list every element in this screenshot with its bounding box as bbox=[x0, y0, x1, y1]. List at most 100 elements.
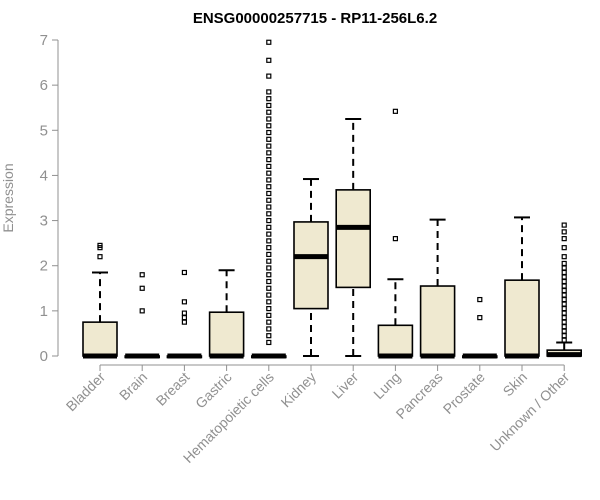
box-body bbox=[335, 189, 372, 289]
y-tick-label: 3 bbox=[40, 213, 48, 230]
outlier-point bbox=[139, 272, 145, 278]
outlier-point bbox=[561, 306, 567, 312]
outlier-point bbox=[561, 301, 567, 307]
box-lung bbox=[377, 108, 414, 359]
outlier-point bbox=[97, 254, 103, 260]
outlier-point bbox=[266, 136, 272, 142]
outlier-point bbox=[561, 283, 567, 289]
outlier-point bbox=[266, 89, 272, 95]
y-tick-label: 1 bbox=[40, 303, 48, 320]
x-tick-label: Kidney bbox=[278, 369, 320, 411]
box-prostate bbox=[461, 296, 498, 359]
chart-title: ENSG00000257715 - RP11-256L6.2 bbox=[193, 10, 437, 27]
outlier-point bbox=[561, 333, 567, 339]
outlier-point bbox=[392, 108, 398, 114]
outlier-point bbox=[561, 269, 567, 276]
outlier-point bbox=[266, 190, 272, 197]
outlier-point bbox=[266, 258, 272, 264]
outlier-point bbox=[561, 292, 567, 298]
outlier-point bbox=[266, 299, 272, 305]
y-tick-label: 2 bbox=[40, 258, 48, 275]
outlier-point bbox=[266, 319, 272, 325]
outlier-point bbox=[266, 96, 272, 102]
x-tick-label: Breast bbox=[153, 369, 193, 409]
outlier-point bbox=[561, 245, 567, 251]
y-axis-label: Expression bbox=[0, 163, 16, 232]
outlier-point bbox=[477, 296, 483, 303]
outlier-point bbox=[266, 157, 272, 163]
box-brain bbox=[124, 272, 160, 359]
outlier-point bbox=[181, 269, 187, 276]
outlier-point bbox=[266, 143, 272, 149]
outlier-point bbox=[181, 299, 187, 305]
outlier-point bbox=[561, 310, 567, 316]
outlier-point bbox=[266, 251, 272, 258]
outlier-point bbox=[266, 312, 272, 318]
outlier-point bbox=[266, 150, 272, 156]
outlier-point bbox=[561, 236, 567, 242]
outlier-point bbox=[266, 292, 272, 298]
outlier-point bbox=[266, 231, 272, 237]
outlier-point bbox=[266, 265, 272, 271]
y-tick-label: 0 bbox=[40, 348, 48, 365]
outlier-point bbox=[561, 274, 567, 280]
x-tick-label: Pancreas bbox=[393, 369, 446, 422]
outlier-point bbox=[266, 123, 272, 129]
outlier-point bbox=[266, 204, 272, 210]
outlier-point bbox=[266, 177, 272, 183]
outlier-point bbox=[181, 315, 187, 321]
outlier-point bbox=[561, 229, 567, 235]
box-body bbox=[82, 321, 118, 357]
outlier-point bbox=[561, 254, 567, 260]
outlier-point bbox=[266, 238, 272, 244]
y-tick-label: 4 bbox=[40, 167, 48, 184]
outlier-point bbox=[266, 306, 272, 312]
outlier-point bbox=[266, 116, 272, 122]
box-body bbox=[377, 324, 414, 357]
outlier-point bbox=[477, 315, 483, 321]
outlier-point bbox=[266, 245, 272, 251]
outlier-point bbox=[97, 242, 103, 248]
outlier-point bbox=[561, 315, 567, 321]
box-skin bbox=[504, 216, 540, 359]
x-tick-label: Prostate bbox=[440, 369, 488, 417]
x-tick-label: Lung bbox=[370, 369, 403, 402]
outlier-point bbox=[181, 310, 187, 316]
y-tick-label: 5 bbox=[40, 122, 48, 139]
outlier-point bbox=[266, 278, 272, 285]
box-breast bbox=[166, 269, 203, 359]
outlier-point bbox=[266, 197, 272, 203]
outlier-point bbox=[561, 296, 567, 303]
outlier-point bbox=[266, 184, 272, 190]
outlier-point bbox=[266, 109, 272, 115]
y-tick-label: 7 bbox=[40, 32, 48, 49]
outlier-point bbox=[266, 211, 272, 217]
y-axis: 0 1 2 3 4 5 6 7 bbox=[40, 32, 59, 365]
outlier-point bbox=[561, 222, 567, 228]
box-bladder bbox=[82, 242, 118, 359]
outlier-point bbox=[266, 163, 272, 169]
box-liver bbox=[335, 118, 372, 357]
box-pancreas bbox=[419, 218, 456, 359]
outlier-point bbox=[561, 324, 567, 330]
outlier-point bbox=[139, 285, 145, 291]
outlier-point bbox=[266, 129, 272, 136]
outlier-point bbox=[392, 236, 398, 242]
outlier-point bbox=[266, 326, 272, 332]
box-kidney bbox=[293, 178, 329, 357]
outlier-point bbox=[266, 39, 272, 45]
outlier-point bbox=[266, 102, 272, 109]
outlier-point bbox=[266, 333, 272, 339]
x-tick-label: Unknown / Other bbox=[487, 369, 573, 455]
x-tick-label: Liver bbox=[329, 369, 362, 402]
box-body bbox=[419, 285, 456, 357]
outlier-point bbox=[266, 73, 272, 79]
outlier-point bbox=[266, 170, 272, 176]
outlier-point bbox=[561, 265, 567, 271]
outlier-point bbox=[561, 260, 567, 267]
box-body bbox=[504, 279, 540, 357]
x-tick-label: Skin bbox=[500, 369, 531, 400]
box-hematopoietic-cells bbox=[251, 39, 287, 359]
